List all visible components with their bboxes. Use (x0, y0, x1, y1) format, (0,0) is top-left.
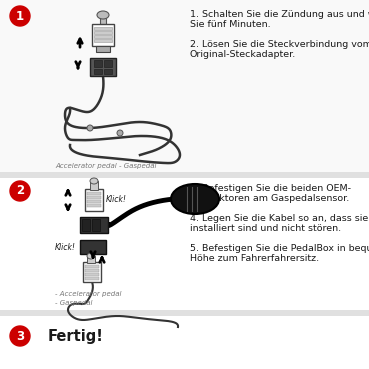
Ellipse shape (87, 253, 95, 259)
Bar (85, 265, 99, 268)
Bar (94, 35, 112, 38)
Text: 3: 3 (16, 330, 24, 342)
Bar (87, 204, 101, 207)
Bar (104, 60, 112, 67)
Text: - Gaspedal: - Gaspedal (55, 300, 93, 306)
Text: Höhe zum Fahrerfahrersitz.: Höhe zum Fahrerfahrersitz. (190, 254, 319, 263)
Bar (94, 60, 102, 67)
Bar (87, 192, 101, 195)
Bar (87, 200, 101, 203)
Text: Konnektoren am Gaspedalsensor.: Konnektoren am Gaspedalsensor. (190, 194, 349, 203)
Bar (85, 189, 103, 211)
Bar (90, 181, 98, 190)
Ellipse shape (90, 178, 98, 184)
Bar (104, 69, 112, 74)
Circle shape (10, 326, 30, 346)
Bar (90, 58, 116, 76)
Bar (94, 69, 102, 74)
Bar (92, 24, 114, 46)
Text: 4. Legen Sie die Kabel so an, dass sie fest: 4. Legen Sie die Kabel so an, dass sie f… (190, 214, 369, 223)
Circle shape (10, 181, 30, 201)
Bar (0, 0, 369, 175)
Bar (85, 273, 99, 276)
Bar (80, 240, 106, 254)
Ellipse shape (87, 125, 93, 131)
Bar (87, 196, 101, 199)
Text: - Accelerator pedal: - Accelerator pedal (55, 291, 121, 297)
Text: Sie fünf Minuten.: Sie fünf Minuten. (190, 20, 270, 29)
Text: 5. Befestigen Sie die PedalBox in bequemer: 5. Befestigen Sie die PedalBox in bequem… (190, 244, 369, 253)
Text: installiert sind und nicht stören.: installiert sind und nicht stören. (190, 224, 341, 233)
Bar (85, 269, 99, 272)
Bar (85, 277, 99, 280)
Text: Klick!: Klick! (55, 242, 76, 252)
Text: 2. Lösen Sie die Steckverbindung vom: 2. Lösen Sie die Steckverbindung vom (190, 40, 369, 49)
Bar (96, 46, 110, 52)
Bar (92, 219, 100, 231)
Text: 1: 1 (16, 10, 24, 23)
Bar (100, 15, 106, 27)
Circle shape (10, 6, 30, 26)
Text: Accelerator pedal - Gaspedal: Accelerator pedal - Gaspedal (55, 163, 156, 169)
Bar (0, 175, 369, 313)
Ellipse shape (117, 130, 123, 136)
Text: 2: 2 (16, 184, 24, 197)
Bar (0, 172, 369, 178)
Bar (80, 217, 108, 233)
Text: Klick!: Klick! (106, 194, 127, 203)
Text: 3. Befestigen Sie die beiden OEM-: 3. Befestigen Sie die beiden OEM- (190, 184, 351, 193)
Text: 1. Schalten Sie die Zündung aus und warten: 1. Schalten Sie die Zündung aus und wart… (190, 10, 369, 19)
Bar (94, 31, 112, 34)
Ellipse shape (97, 11, 109, 19)
Ellipse shape (171, 184, 219, 214)
Bar (87, 256, 95, 263)
Bar (94, 39, 112, 42)
Bar (0, 313, 369, 369)
Text: Original-Steckadapter.: Original-Steckadapter. (190, 50, 296, 59)
Bar (83, 262, 101, 282)
Bar (94, 27, 112, 30)
Text: Fertig!: Fertig! (48, 328, 104, 344)
Bar (0, 310, 369, 316)
Bar (82, 219, 90, 231)
